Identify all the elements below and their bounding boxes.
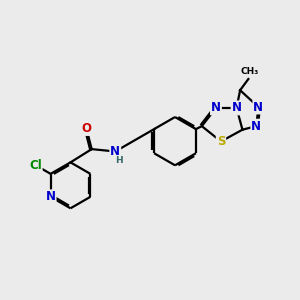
Text: N: N	[232, 101, 242, 114]
Text: N: N	[46, 190, 56, 203]
Text: S: S	[217, 135, 225, 148]
Text: N: N	[254, 100, 263, 113]
Text: Cl: Cl	[29, 158, 42, 172]
Text: H: H	[115, 156, 123, 165]
Text: N: N	[211, 101, 221, 114]
Text: N: N	[110, 145, 120, 158]
Text: CH₃: CH₃	[241, 67, 259, 76]
Text: N: N	[251, 120, 261, 133]
Text: O: O	[81, 122, 92, 135]
